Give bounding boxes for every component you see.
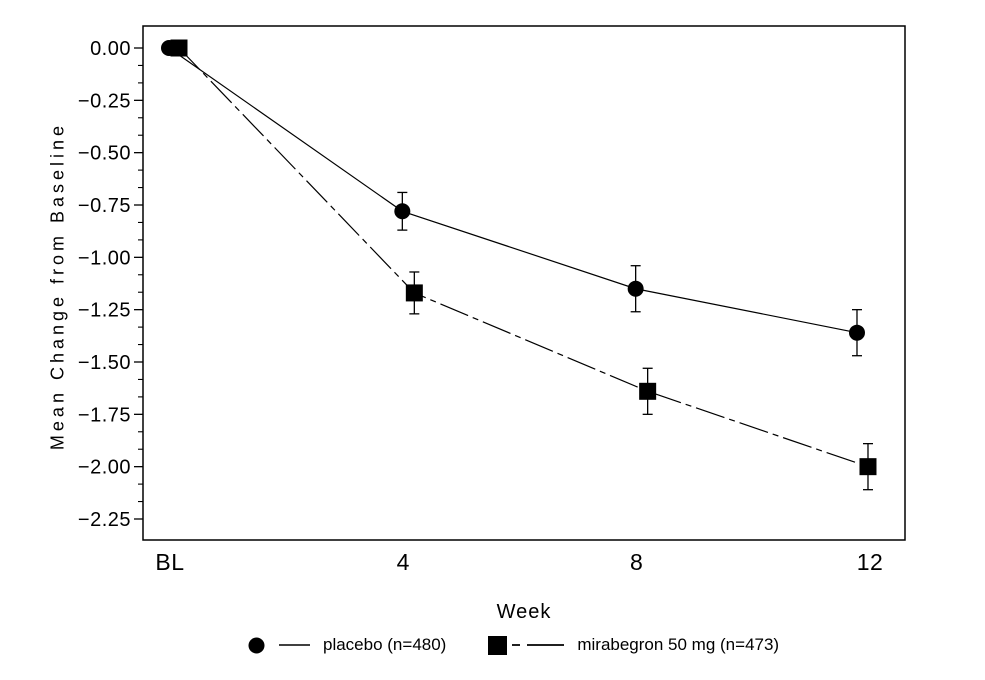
- y-axis-title: Mean Change from Baseline: [47, 121, 68, 451]
- placebo-data-point: [627, 280, 644, 297]
- legend-item-placebo: placebo (n=480): [248, 635, 446, 655]
- x-tick-label: 8: [630, 549, 643, 575]
- square-marker-icon: [488, 635, 508, 655]
- legend: placebo (n=480) mirabegron 50 mg (n=473): [248, 629, 779, 661]
- x-tick-label: BL: [155, 549, 184, 575]
- series-mirabegron: [170, 39, 877, 491]
- placebo-data-point: [848, 324, 865, 341]
- legend-label-placebo: placebo (n=480): [323, 635, 447, 654]
- y-tick-label: −2.00: [78, 457, 131, 479]
- placebo-line: [168, 47, 858, 334]
- y-tick-label: −1.25: [78, 300, 131, 322]
- circle-marker-icon: [248, 637, 265, 653]
- legend-label-mirabegron: mirabegron 50 mg (n=473): [577, 635, 780, 654]
- x-axis-title: Week: [496, 601, 552, 623]
- y-tick-label: −2.25: [78, 509, 131, 531]
- y-tick-label: −0.25: [78, 90, 131, 112]
- plot-frame: [142, 25, 906, 541]
- mirabegron-data-point: [405, 284, 423, 302]
- y-tick-label: −0.75: [78, 195, 131, 217]
- mirabegron-data-point: [639, 382, 657, 400]
- placebo-data-point: [394, 203, 411, 220]
- x-tick-label: 12: [857, 549, 884, 575]
- y-tick-label: 0.00: [90, 38, 131, 60]
- legend-item-mirabegron: mirabegron 50 mg (n=473): [488, 635, 779, 655]
- series-placebo: [161, 40, 865, 357]
- y-tick-label: −1.75: [78, 404, 131, 426]
- mirabegron-line: [178, 47, 869, 468]
- x-tick-label: 4: [397, 549, 410, 575]
- y-tick-labels: 0.00 −0.25 −0.50 −0.75 −1.00 −1.25 −1.50 −1.75 −…: [78, 38, 131, 531]
- mirabegron-data-point: [859, 458, 877, 476]
- y-tick-label: −0.50: [78, 143, 131, 165]
- x-tick-labels: BL 4 8 12: [155, 549, 884, 575]
- dash-dot-line-icon: [512, 644, 565, 646]
- y-tick-label: −1.50: [78, 352, 131, 374]
- mirabegron-data-point: [170, 39, 188, 57]
- y-axis-ticks: [134, 47, 143, 520]
- solid-line-icon: [279, 644, 310, 646]
- y-tick-label: −1.00: [78, 247, 131, 269]
